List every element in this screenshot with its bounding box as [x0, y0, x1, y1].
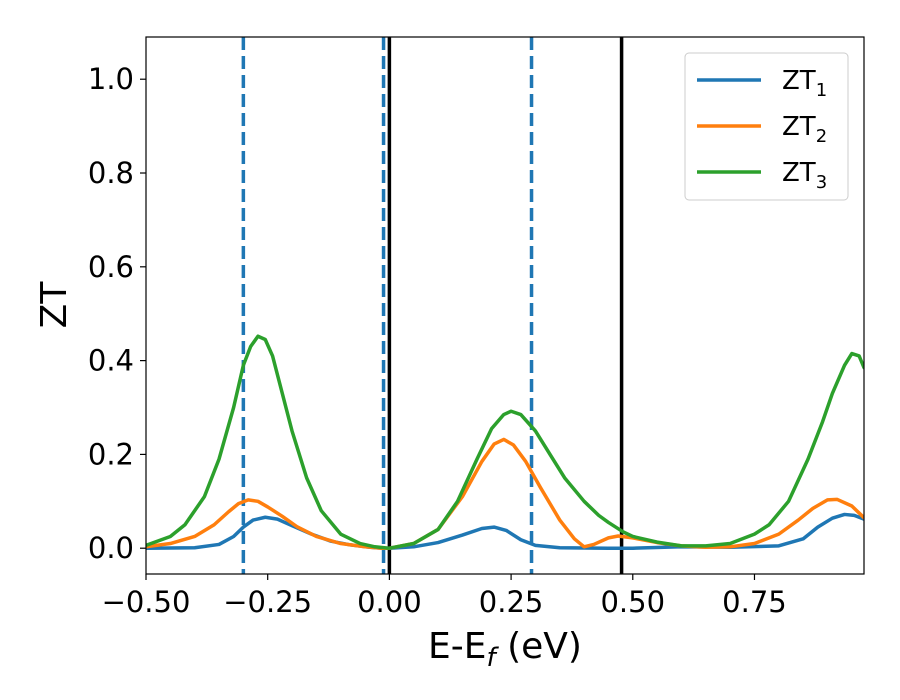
- legend-label-1: ZT1: [782, 66, 827, 101]
- series-line-3: [146, 334, 864, 550]
- series-layer: [146, 334, 864, 550]
- series-line-1: [146, 512, 864, 550]
- x-axis-label: E-Ef (eV): [428, 626, 582, 673]
- y-axis-label: ZT: [34, 281, 75, 329]
- y-tick-label: 0.2: [88, 437, 134, 471]
- x-tick-label: 0.50: [600, 585, 665, 619]
- legend-label-2: ZT2: [782, 112, 827, 147]
- series-line-2: [146, 437, 864, 550]
- y-tick-label: 0.0: [88, 531, 134, 565]
- plot-frame: [145, 36, 865, 575]
- y-axis: 0.0 0.2 0.4 0.6 0.8 1.0: [88, 62, 146, 565]
- legend-frame: [684, 52, 849, 201]
- y-tick-label: 0.4: [88, 344, 134, 378]
- x-tick-label: 0.75: [722, 585, 787, 619]
- x-tick-label: 0.25: [479, 585, 544, 619]
- y-tick-label: 0.8: [88, 156, 134, 190]
- legend: ZT1 ZT2 ZT3: [684, 52, 849, 201]
- y-tick-label: 1.0: [88, 62, 134, 96]
- x-tick-label: −0.25: [223, 585, 312, 619]
- legend-label-3: ZT3: [782, 158, 827, 193]
- x-tick-label: −0.50: [102, 585, 191, 619]
- reference-lines: [241, 37, 624, 574]
- x-axis: −0.50 −0.25 0.00 0.25 0.50 0.75: [102, 574, 787, 619]
- x-tick-label: 0.00: [357, 585, 422, 619]
- y-tick-label: 0.6: [88, 250, 134, 284]
